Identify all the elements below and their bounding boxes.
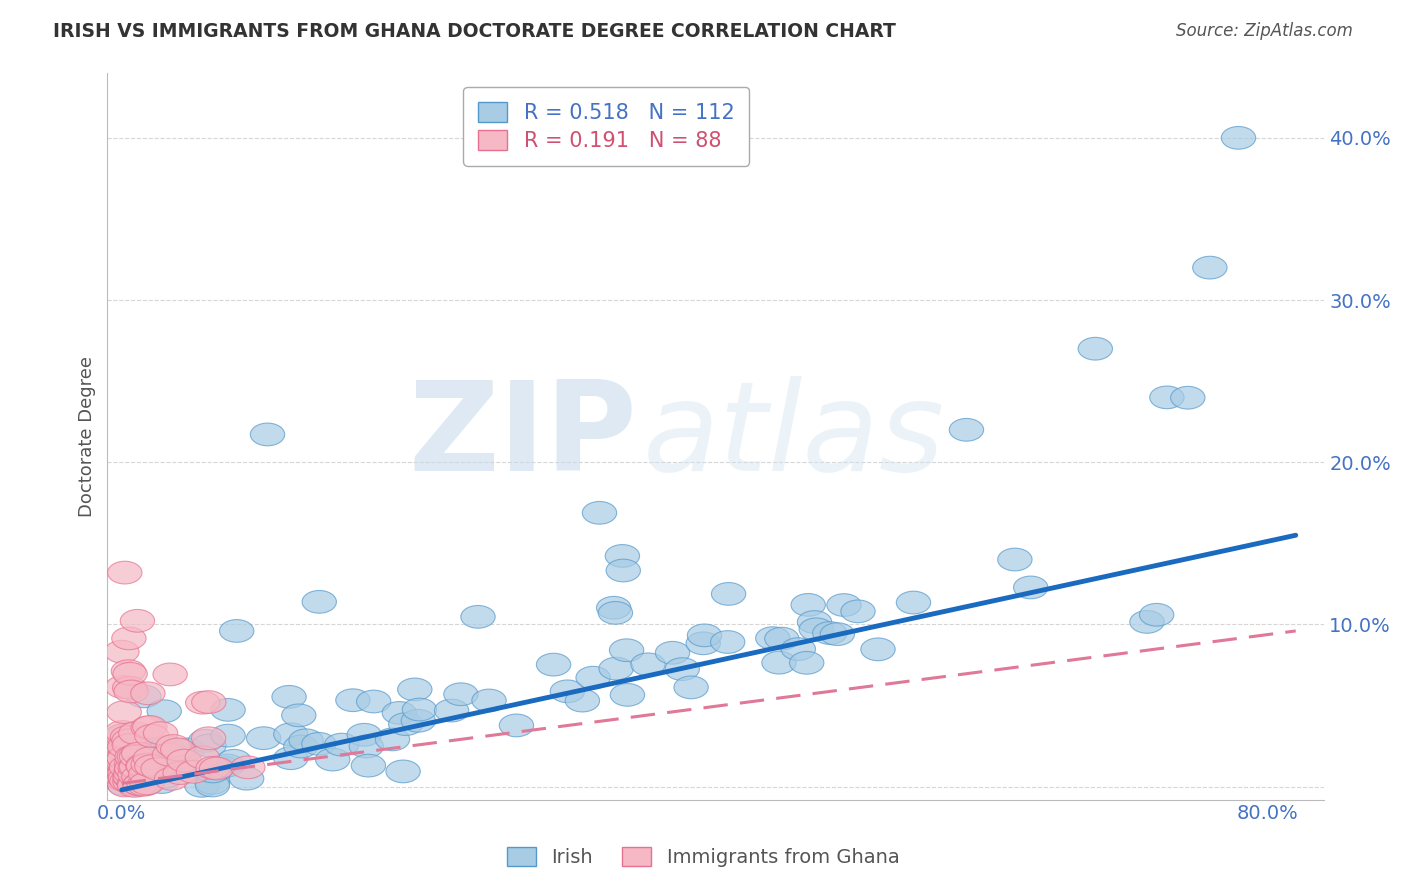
- Text: atlas: atlas: [643, 376, 945, 497]
- Text: Source: ZipAtlas.com: Source: ZipAtlas.com: [1175, 22, 1353, 40]
- Legend: Irish, Immigrants from Ghana: Irish, Immigrants from Ghana: [499, 839, 907, 875]
- Y-axis label: Doctorate Degree: Doctorate Degree: [79, 356, 96, 516]
- Text: IRISH VS IMMIGRANTS FROM GHANA DOCTORATE DEGREE CORRELATION CHART: IRISH VS IMMIGRANTS FROM GHANA DOCTORATE…: [53, 22, 896, 41]
- Legend: R = 0.518   N = 112, R = 0.191   N = 88: R = 0.518 N = 112, R = 0.191 N = 88: [464, 87, 749, 166]
- Text: ZIP: ZIP: [408, 376, 637, 497]
